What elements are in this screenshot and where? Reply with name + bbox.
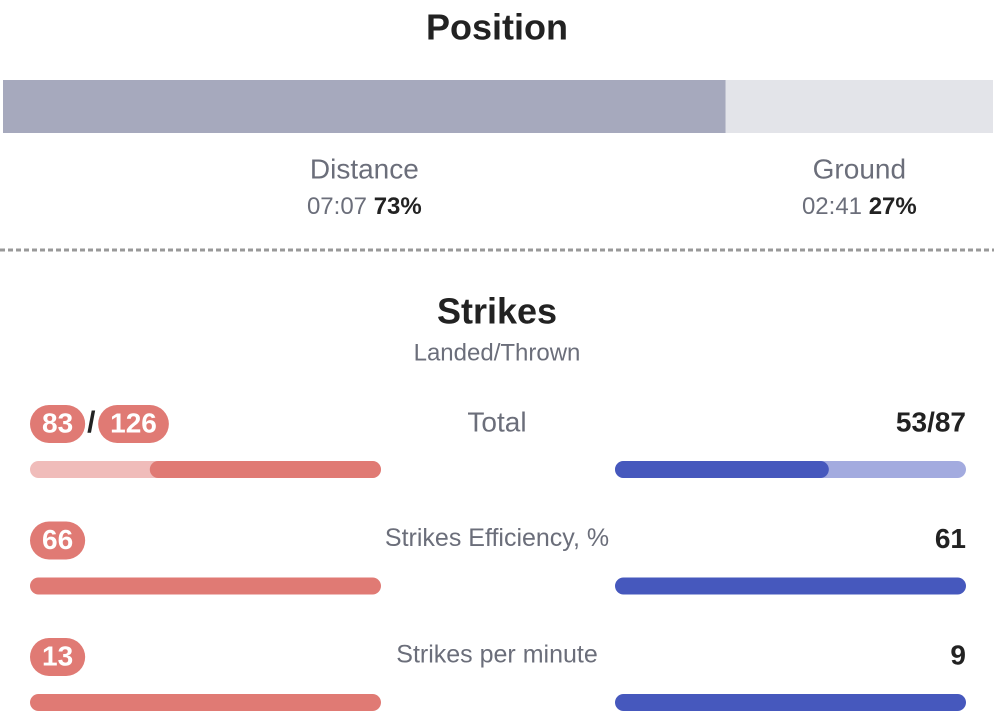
left-bar (30, 577, 381, 595)
left-bar (30, 694, 381, 711)
right-landed-bar (615, 461, 829, 478)
segment-time: 02:41 (802, 193, 862, 220)
strikes-subtitle: Landed/Thrown (414, 339, 581, 366)
value-pill (30, 405, 86, 443)
segment-stats: 07:07 73% (307, 193, 422, 220)
row-label: Total (467, 406, 526, 437)
strikes-title: Strikes (437, 291, 557, 332)
right-bar (615, 577, 966, 595)
segment-label: Distance (310, 153, 419, 184)
left-landed-bar (149, 461, 381, 478)
segment-percent: 73% (374, 193, 422, 220)
separator: / (87, 406, 96, 439)
segment-percent: 27% (869, 193, 917, 220)
position-segment (3, 80, 726, 133)
position-title: Position (426, 7, 568, 48)
value-pill-text: 13 (42, 640, 73, 671)
position-segment (725, 80, 993, 133)
right-value: 9 (950, 639, 966, 670)
value-pill (98, 405, 169, 443)
right-bar (615, 694, 966, 711)
value-pill-text: 66 (42, 524, 73, 555)
value-pill-text: 126 (110, 407, 157, 438)
value-pill (30, 638, 86, 676)
segment-label: Ground (813, 153, 906, 184)
value-pill (30, 521, 86, 560)
value-pill-text: 83 (42, 407, 73, 438)
right-value: 61 (935, 523, 966, 554)
right-value: 53/87 (896, 406, 966, 437)
segment-stats: 02:41 27% (802, 193, 917, 220)
row-label: Strikes per minute (396, 641, 597, 669)
segment-time: 07:07 (307, 193, 367, 220)
row-label: Strikes Efficiency, % (385, 524, 609, 552)
